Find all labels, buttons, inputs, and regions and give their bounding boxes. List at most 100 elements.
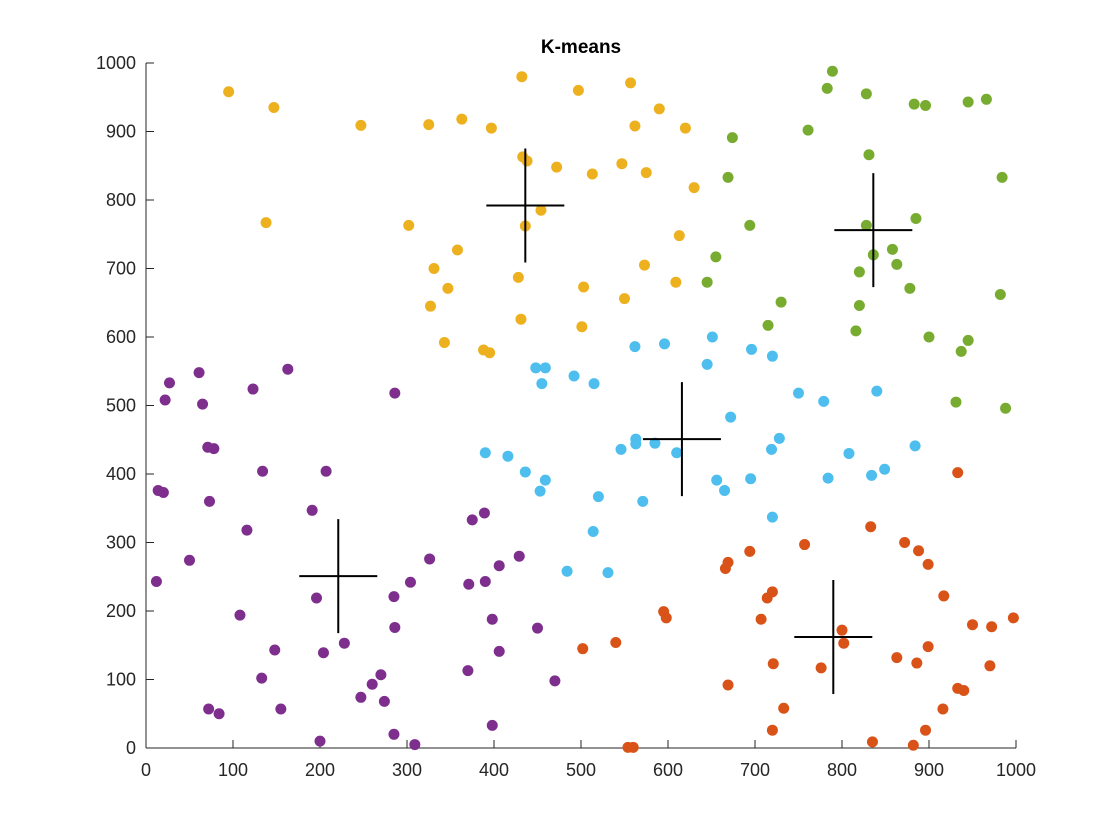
data-point-cluster-5 [865,521,877,533]
data-point-cluster-2 [994,289,1006,301]
data-point-cluster-4 [479,576,491,588]
data-point-cluster-3 [592,491,604,503]
data-point-cluster-5 [660,612,672,624]
data-point-cluster-1 [423,119,435,131]
data-point-cluster-3 [539,474,551,486]
data-point-cluster-2 [860,88,872,100]
data-point-cluster-3 [822,472,834,484]
data-point-cluster-3 [649,437,661,449]
data-point-cluster-3 [519,466,531,478]
data-point-cluster-3 [725,411,737,423]
y-tick-label: 100 [106,670,136,690]
data-point-cluster-4 [247,383,259,395]
data-point-cluster-3 [773,432,785,444]
data-point-cluster-1 [268,102,280,114]
data-point-cluster-1 [551,161,563,173]
data-point-cluster-3 [909,440,921,452]
data-point-cluster-3 [659,338,671,350]
data-point-cluster-1 [586,168,598,180]
data-point-cluster-4 [197,398,209,410]
data-point-cluster-3 [706,331,718,343]
data-point-cluster-3 [793,387,804,399]
data-point-cluster-3 [745,473,757,485]
data-point-cluster-1 [451,244,463,256]
data-point-cluster-1 [535,204,547,216]
data-point-cluster-1 [578,281,590,293]
data-point-cluster-5 [838,637,850,649]
data-point-cluster-5 [907,739,919,751]
data-point-cluster-2 [996,171,1008,183]
x-tick-label: 400 [479,760,509,780]
data-point-cluster-5 [836,624,848,636]
data-point-cluster-1 [619,293,630,305]
data-point-cluster-5 [984,660,996,672]
data-point-cluster-2 [863,149,875,161]
data-point-cluster-3 [502,450,514,462]
data-point-cluster-3 [701,358,713,370]
data-point-cluster-5 [958,684,970,696]
data-point-cluster-4 [513,550,525,562]
x-tick-label: 700 [740,760,770,780]
data-point-cluster-4 [338,637,350,649]
data-point-cluster-1 [223,86,235,98]
data-point-cluster-1 [515,313,527,325]
data-point-cluster-4 [311,592,323,604]
data-point-cluster-5 [938,590,950,602]
x-tick-label: 300 [392,760,422,780]
data-point-cluster-2 [910,212,922,224]
y-tick-label: 1000 [96,53,136,73]
data-point-cluster-4 [486,719,498,731]
data-point-cluster-4 [389,387,401,399]
data-point-cluster-1 [484,347,496,359]
data-point-cluster-4 [375,669,387,681]
x-tick-label: 800 [827,760,857,780]
data-point-cluster-2 [955,345,967,357]
data-point-cluster-1 [485,122,497,134]
data-point-cluster-5 [610,637,622,649]
y-tick-label: 0 [126,738,136,758]
y-tick-label: 400 [106,464,136,484]
data-point-cluster-4 [213,708,225,720]
data-point-cluster-5 [891,652,903,664]
data-point-cluster-2 [962,96,974,108]
data-point-cluster-2 [962,334,974,346]
y-tick-label: 300 [106,533,136,553]
data-point-cluster-4 [409,739,421,751]
data-point-cluster-5 [920,724,932,736]
data-point-cluster-4 [388,728,400,740]
y-tick-label: 800 [106,190,136,210]
data-point-cluster-3 [536,378,548,390]
data-point-cluster-4 [320,465,332,477]
data-point-cluster-2 [744,219,756,231]
x-tick-label: 500 [566,760,596,780]
data-point-cluster-3 [561,565,573,577]
data-point-cluster-4 [366,678,378,690]
data-point-cluster-4 [466,514,478,526]
data-point-cluster-4 [306,504,318,516]
data-point-cluster-3 [711,474,723,486]
data-point-cluster-2 [923,331,935,343]
x-tick-label: 100 [218,760,248,780]
data-point-cluster-4 [314,735,326,747]
data-point-cluster-4 [549,675,561,687]
data-point-cluster-5 [799,539,811,551]
data-point-cluster-4 [532,622,543,634]
data-point-cluster-3 [671,447,683,459]
data-point-cluster-4 [317,647,329,659]
data-point-cluster-4 [493,645,505,657]
data-point-cluster-4 [462,665,474,677]
data-point-cluster-5 [722,679,734,691]
data-point-cluster-5 [744,545,756,557]
data-point-cluster-1 [428,263,440,274]
chart-title: K-means [541,37,621,58]
data-point-cluster-5 [911,657,923,669]
data-point-cluster-4 [389,621,401,633]
data-point-cluster-4 [257,465,269,477]
data-point-cluster-3 [866,469,878,481]
y-tick-label: 700 [106,259,136,279]
data-point-cluster-2 [920,99,932,111]
data-point-cluster-2 [950,396,962,408]
data-point-cluster-4 [159,394,171,406]
data-point-cluster-5 [922,641,934,653]
data-point-cluster-1 [670,276,682,288]
